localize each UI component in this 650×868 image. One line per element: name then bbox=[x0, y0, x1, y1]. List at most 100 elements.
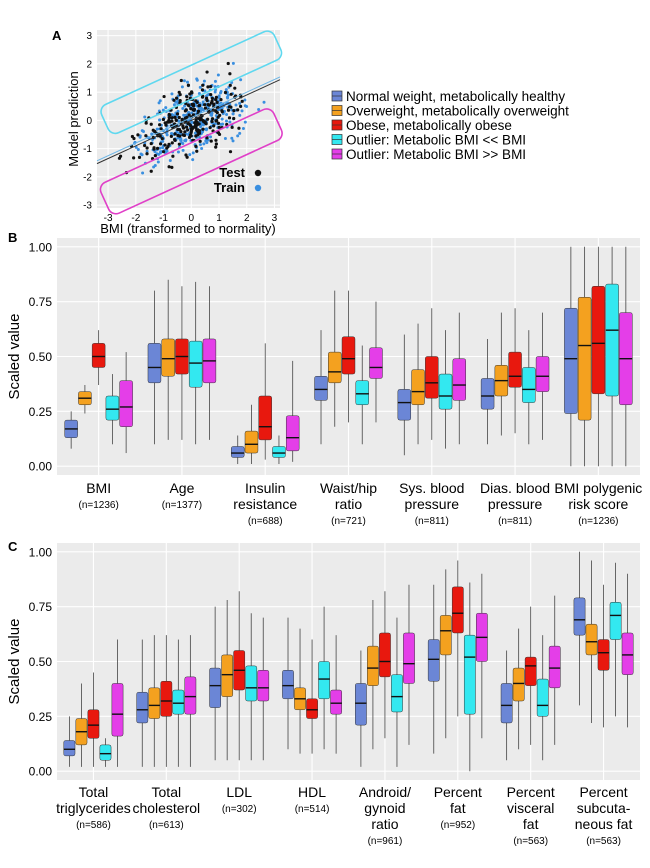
category-n-label: (n=811) bbox=[415, 516, 449, 527]
box-panel-b: 0.00 0.25 0.50 0.75 1.00 Scaled value BMI (n=12… bbox=[6, 238, 642, 527]
scatter-point-test bbox=[201, 127, 205, 131]
box-normal bbox=[209, 667, 222, 708]
scatter-point-test bbox=[212, 102, 216, 106]
category-n-label: (n=721) bbox=[331, 516, 366, 527]
box-normal bbox=[427, 639, 440, 682]
scatter-point-test bbox=[152, 147, 156, 151]
scatter-point-test bbox=[200, 95, 205, 99]
scatter-point-train bbox=[213, 79, 217, 83]
category-label: Age bbox=[169, 480, 194, 496]
scatter-point-test bbox=[189, 107, 193, 111]
category-label: Insulin bbox=[245, 480, 285, 496]
scatter-point-test bbox=[184, 125, 189, 129]
scatter-point-train bbox=[183, 104, 187, 108]
scatter-y-axis-label: Model prediction bbox=[66, 71, 81, 166]
scatter-point-test bbox=[182, 133, 187, 138]
scatter-y-tick-label: 1 bbox=[86, 88, 92, 99]
scatter-point-train bbox=[182, 79, 186, 83]
scatter-point-test bbox=[191, 113, 196, 117]
scatter-point-train bbox=[191, 151, 195, 155]
scatter-y-tick-label: -3 bbox=[83, 201, 92, 212]
outlier-band-low bbox=[99, 108, 283, 215]
box-outlier_low bbox=[536, 678, 549, 717]
scatter-point-test bbox=[118, 154, 123, 158]
scatter-point-test bbox=[153, 129, 157, 134]
category-n-label: (n=586) bbox=[76, 820, 111, 831]
scatter-point-train bbox=[226, 93, 230, 97]
scatter-point-test bbox=[194, 144, 198, 149]
scatter-x-axis-label: BMI (transformed to normality) bbox=[100, 221, 276, 236]
scatter-point-test bbox=[214, 119, 218, 123]
scatter-point-test bbox=[210, 119, 214, 124]
category-label: pressure bbox=[405, 496, 460, 512]
scatter-point-test bbox=[218, 113, 222, 117]
box-overweight bbox=[161, 338, 175, 377]
scatter-legend-test-marker bbox=[254, 169, 262, 177]
outlier-bands bbox=[99, 30, 283, 215]
scatter-point-train bbox=[179, 138, 183, 142]
scatter-point-train bbox=[243, 120, 247, 124]
scatter-point-train bbox=[220, 106, 224, 110]
scatter-point-train bbox=[190, 111, 194, 115]
scatter-point-test bbox=[239, 104, 243, 109]
scatter-point-train bbox=[198, 143, 202, 147]
scatter-point-test bbox=[206, 103, 210, 107]
scatter-point-test bbox=[196, 109, 201, 113]
scatter-point-test bbox=[188, 92, 192, 96]
box-obese bbox=[160, 681, 173, 717]
scatter-legend: Test Train bbox=[214, 165, 262, 195]
scatter-y-tick-label: -2 bbox=[83, 172, 92, 183]
scatter-point-train bbox=[161, 146, 165, 150]
scatter-point-test bbox=[183, 130, 187, 134]
scatter-y-tick-label: 0 bbox=[86, 116, 92, 127]
scatter-legend-train-marker bbox=[254, 184, 262, 192]
box-y-tick-label: 1.00 bbox=[29, 545, 53, 559]
scatter-point-train bbox=[241, 126, 245, 130]
box-overweight bbox=[328, 351, 342, 384]
scatter-point-test bbox=[185, 155, 189, 159]
scatter-point-train bbox=[223, 136, 227, 140]
scatter-x-tick-label: -1 bbox=[159, 213, 168, 224]
scatter-point-train bbox=[231, 61, 235, 65]
scatter-point-train bbox=[236, 134, 240, 138]
scatter-point-test bbox=[198, 139, 202, 143]
scatter-point-test bbox=[164, 123, 168, 127]
scatter-point-test bbox=[166, 120, 170, 124]
scatter-point-train bbox=[198, 85, 202, 89]
scatter-legend-test-label: Test bbox=[219, 165, 245, 180]
scatter-point-test bbox=[210, 99, 214, 103]
scatter-point-train bbox=[228, 120, 232, 124]
category-n-label: (n=514) bbox=[295, 804, 330, 815]
scatter-point-test bbox=[228, 72, 232, 76]
scatter-panel-a: -3 -2 -1 0 1 2 3 -3 -2 -1 0 1 2 3 BMI (transformed to… bbox=[66, 30, 283, 236]
scatter-point-test bbox=[214, 138, 218, 142]
scatter-point-test bbox=[201, 83, 205, 87]
legend-label: Overweight, metabolically overweight bbox=[346, 104, 569, 119]
scatter-point-test bbox=[161, 117, 166, 122]
box-outlier_high bbox=[548, 645, 561, 689]
category-n-label: (n=563) bbox=[586, 836, 621, 847]
category-label: Percent bbox=[434, 784, 482, 800]
box-obese bbox=[524, 656, 537, 686]
scatter-point-test bbox=[155, 146, 160, 150]
category-label: BMI polygenic bbox=[554, 480, 642, 496]
scatter-point-test bbox=[191, 104, 196, 108]
scatter-point-test bbox=[168, 113, 172, 117]
scatter-trend-line bbox=[96, 76, 281, 162]
scatter-point-test bbox=[169, 134, 173, 138]
scatter-point-train bbox=[204, 128, 208, 132]
scatter-point-test bbox=[180, 117, 184, 121]
category-label: HDL bbox=[298, 784, 326, 800]
scatter-point-test bbox=[217, 125, 221, 129]
group-legend: Normal weight, metabolically healthyOver… bbox=[331, 89, 569, 162]
category-label: Dias. blood bbox=[480, 480, 550, 496]
scatter-point-test bbox=[205, 98, 209, 103]
scatter-point-train bbox=[153, 163, 157, 167]
category-label: triglycerides bbox=[56, 800, 131, 816]
box-y-tick-label: 0.00 bbox=[29, 765, 53, 779]
box-overweight bbox=[411, 369, 425, 406]
box-normal bbox=[314, 376, 328, 401]
category-label: visceral bbox=[507, 800, 554, 816]
scatter-point-test bbox=[165, 146, 169, 150]
scatter-point-train bbox=[201, 100, 205, 104]
